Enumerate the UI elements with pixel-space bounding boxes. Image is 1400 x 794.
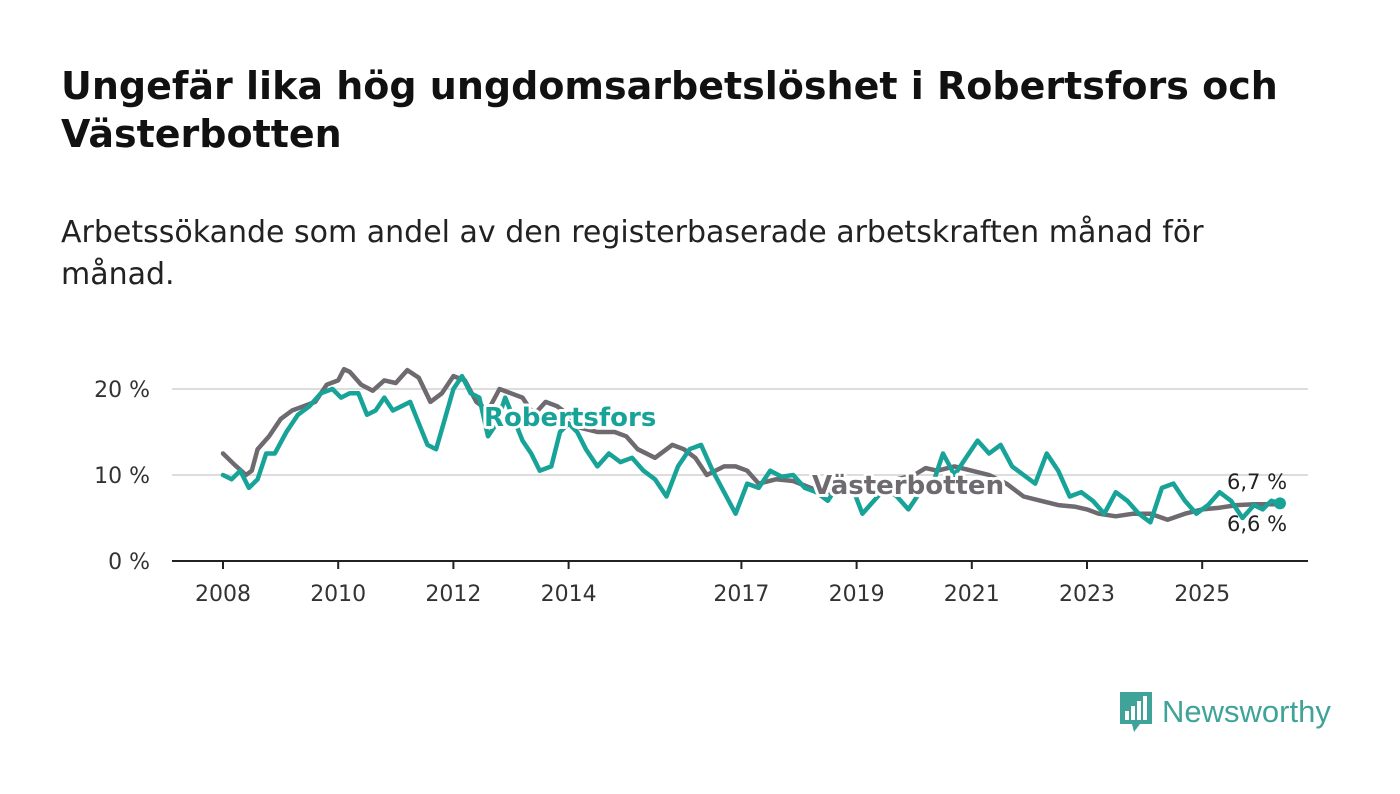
grid-lines	[172, 388, 1308, 476]
x-axis-ticks: 2008 2010 2012 2014 2017 2019 2021 2023 2025	[195, 561, 1230, 607]
y-tick-label: 10 %	[94, 464, 150, 489]
bar-chart-bubble-icon	[1120, 692, 1152, 732]
x-tick-label: 2010	[310, 582, 366, 607]
series-line-vasterbotten	[220, 366, 1283, 522]
y-axis-ticks: 0 % 10 % 20 %	[94, 378, 150, 575]
y-tick-label: 0 %	[108, 550, 150, 575]
brand-name: Newsworthy	[1162, 694, 1331, 729]
newsworthy-logo[interactable]: Newsworthy	[1118, 690, 1331, 734]
chart-subtitle: Arbetssökande som andel av den registerb…	[61, 215, 1204, 292]
end-label-vasterbotten: 6,6 %	[1227, 512, 1287, 536]
x-tick-label: 2014	[541, 582, 597, 607]
x-tick-label: 2012	[425, 582, 481, 607]
end-point-robertsfors	[1273, 497, 1286, 510]
x-tick-label: 2019	[829, 582, 885, 607]
series-label-vasterbotten: Västerbotten	[812, 471, 1004, 501]
x-tick-label: 2021	[944, 582, 1000, 607]
x-tick-label: 2025	[1174, 582, 1230, 607]
series-label-robertsfors: Robertsfors	[484, 403, 656, 433]
chart-title: Ungefär lika hög ungdomsarbetslöshet i R…	[61, 64, 1278, 156]
x-tick-label: 2017	[713, 582, 769, 607]
x-tick-label: 2008	[195, 582, 251, 607]
y-tick-label: 20 %	[94, 378, 150, 403]
series-line-robertsfors	[220, 373, 1283, 525]
x-tick-label: 2023	[1059, 582, 1115, 607]
series-labels: Robertsfors Västerbotten 6,7 % 6,6 %	[481, 400, 1287, 536]
series-lines	[220, 366, 1286, 525]
end-label-robertsfors: 6,7 %	[1227, 470, 1287, 494]
